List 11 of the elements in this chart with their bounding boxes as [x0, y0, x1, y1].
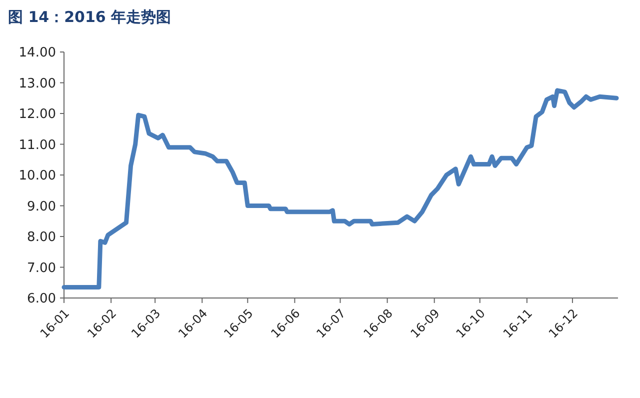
y-tick-label: 9.00 [27, 199, 56, 214]
y-tick-label: 10.00 [18, 168, 56, 184]
chart-title: 图 14：2016 年走势图 [8, 8, 172, 26]
y-tick-label: 8.00 [27, 230, 56, 246]
y-tick-label: 14.00 [18, 46, 56, 61]
y-tick-label: 12.00 [18, 107, 56, 122]
line-series [62, 88, 619, 290]
y-tick-label: 6.00 [27, 292, 56, 307]
y-tick-label: 13.00 [18, 76, 56, 92]
y-tick-label: 11.00 [18, 138, 56, 153]
y-tick-label: 7.00 [27, 260, 56, 276]
